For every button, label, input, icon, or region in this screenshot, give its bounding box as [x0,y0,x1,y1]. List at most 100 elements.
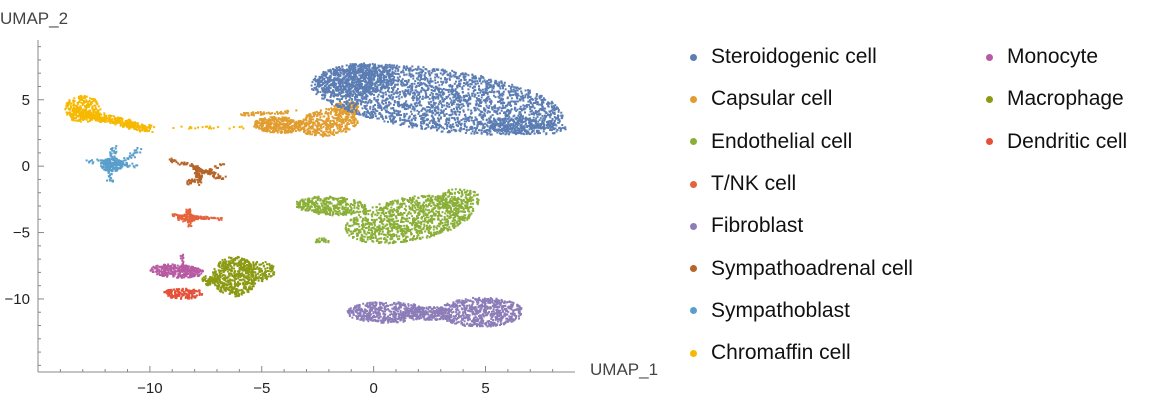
data-point [118,121,121,124]
data-point [426,85,429,88]
data-point [186,181,189,184]
data-point [358,67,361,70]
data-point [263,112,266,115]
data-point [453,117,456,120]
data-point [278,124,281,127]
data-point [534,97,537,100]
data-point [326,120,329,123]
data-point [356,122,359,125]
data-point [420,104,423,107]
data-point [465,100,468,103]
data-point [254,122,257,125]
data-point [114,151,117,154]
data-point [391,70,394,73]
data-point [413,93,416,96]
data-point [327,117,330,120]
data-point [538,113,541,116]
data-point [529,108,532,111]
data-point [367,115,370,118]
data-point [449,114,452,117]
data-point [295,109,298,112]
data-point [174,213,177,216]
data-point [345,127,348,130]
data-point [391,96,394,99]
data-point [103,114,106,117]
data-point [109,154,112,157]
data-point [326,123,329,126]
data-point [436,81,439,84]
data-point [428,110,431,113]
data-point [430,126,433,129]
data-point [362,113,365,116]
data-point [220,218,223,221]
data-point [267,118,270,121]
data-point [405,90,408,93]
data-point [366,102,369,105]
data-point [189,179,192,182]
data-point [218,219,221,222]
data-point [378,73,381,76]
data-point [311,126,314,129]
data-point [356,70,359,73]
data-point [406,103,409,106]
data-point [465,126,468,129]
data-point [544,111,547,114]
data-point [379,89,382,92]
data-point [479,99,482,102]
data-point [82,112,85,115]
data-point [481,88,484,91]
data-point [295,122,298,125]
data-point [369,87,372,90]
data-point [363,112,366,115]
data-point [456,117,459,120]
data-point [418,83,421,86]
data-point [356,120,359,123]
data-point [200,170,203,173]
data-point [339,105,342,108]
data-point [472,75,475,78]
data-point [193,178,196,181]
data-point [456,99,459,102]
data-point [397,69,400,72]
data-point [284,131,287,134]
data-point [387,75,390,78]
data-point [417,112,420,115]
data-point [409,106,412,109]
data-point [516,100,519,103]
data-point [525,105,528,108]
data-point [453,82,456,85]
data-point [336,113,339,116]
data-point [103,112,106,115]
data-point [377,106,380,109]
data-point [476,92,479,95]
data-point [467,97,470,100]
data-point [393,64,396,67]
data-point [520,92,523,95]
data-point [201,171,204,174]
data-point [294,126,297,129]
data-point [459,130,462,133]
data-point [215,166,218,169]
data-point [133,166,136,169]
data-point [474,89,477,92]
data-point [332,131,335,134]
data-point [299,123,302,126]
data-point [469,102,472,105]
data-point [397,102,400,105]
data-point [549,121,552,124]
data-point [271,116,274,119]
data-point [340,92,343,95]
data-point [132,165,135,168]
data-point [223,163,226,166]
data-point [320,87,323,90]
data-point [381,91,384,94]
data-point [282,124,285,127]
data-point [217,173,220,176]
data-point [219,164,222,167]
data-point [405,119,408,122]
data-point [196,165,199,168]
data-point [314,80,317,83]
data-point [522,97,525,100]
data-point [85,110,88,113]
data-point [353,67,356,70]
